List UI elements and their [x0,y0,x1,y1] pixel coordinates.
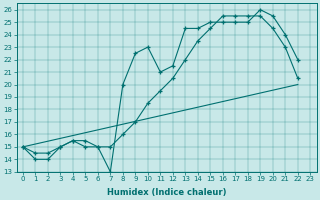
X-axis label: Humidex (Indice chaleur): Humidex (Indice chaleur) [107,188,226,197]
